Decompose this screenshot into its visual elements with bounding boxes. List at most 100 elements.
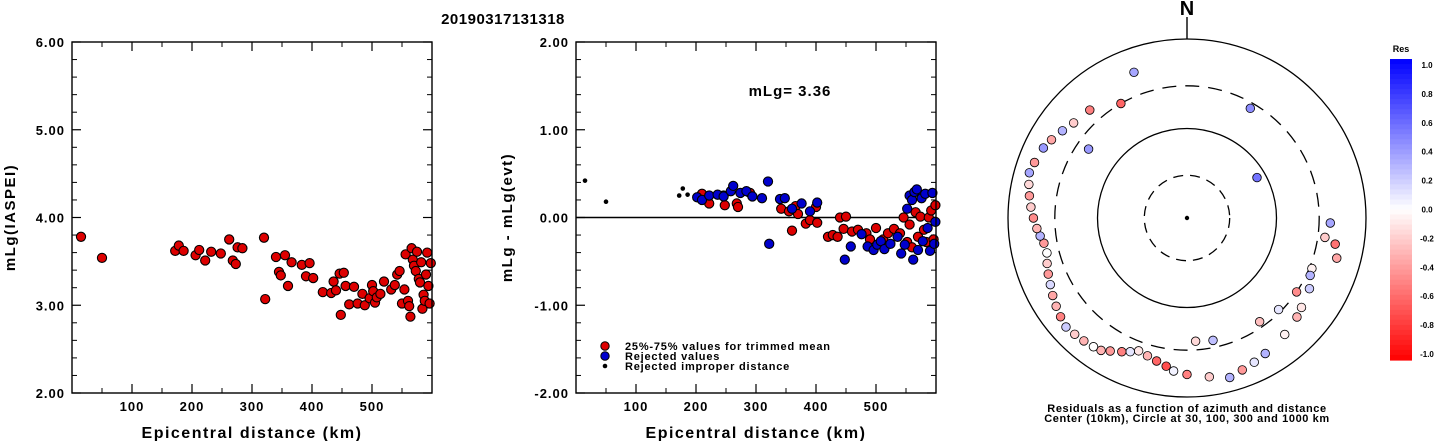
residual-point [1304,283,1315,294]
trimmed-point [425,257,436,269]
colorbar-segment [1390,119,1412,125]
trimmed-point [375,288,386,299]
colorbar-tick-label: 0.0 [1421,206,1433,215]
trimmed-point [915,211,926,222]
residual-point [1088,342,1099,352]
improper-point [685,192,690,197]
plot-frame [71,41,433,394]
rejected-point [804,206,816,217]
rejected-point [892,231,903,242]
y-tick-label: -2.00 [534,386,569,401]
colorbar-segment [1390,354,1412,361]
trimmed-point [870,222,882,234]
residual-point [1117,347,1127,357]
x-tick-label: 400 [804,399,829,414]
colorbar-segment [1390,199,1412,206]
improper-point [676,193,682,198]
colorbar-segment [1390,209,1412,216]
colorbar-segment [1390,214,1412,221]
trimmed-point [338,267,349,278]
rejected-point [902,203,913,214]
rejected-point [845,241,856,252]
north-label: N [1180,0,1194,20]
residual-point [1068,118,1079,128]
colorbar-segment [1390,264,1412,271]
colorbar-segment [1390,229,1412,236]
legend-swatch-improper [602,363,608,369]
y-tick-label: 3.00 [36,298,65,313]
rejected-point [929,238,940,249]
colorbar-segment [1390,74,1412,80]
residual-point [1320,232,1330,243]
trimmed-point [719,200,730,211]
residual-point [1070,329,1080,339]
trimmed-point [178,245,189,256]
y-tick-label: 4.00 [36,211,65,226]
colorbar-segment [1390,189,1412,196]
residual-point [1125,347,1135,357]
figure-title: 20190317131318 [441,11,565,28]
rejected-point [756,193,768,204]
colorbar-segment [1390,259,1412,266]
y-axis-label: mLg(IASPEI) [2,164,19,271]
trimmed-point [422,247,433,258]
trimmed-point [389,279,400,291]
residual-point [1237,365,1247,375]
trimmed-point [344,299,355,310]
colorbar-tick-label: -1.0 [1420,350,1434,359]
trimmed-point [424,298,435,309]
trimmed-point [96,252,108,264]
trimmed-point [898,212,909,223]
residual-point [1085,105,1095,115]
residual-point [1057,126,1068,136]
trimmed-point [206,246,217,257]
residual-point [1061,322,1071,332]
residual-point [1332,253,1342,263]
trimmed-point [348,281,360,292]
residual-point [1142,351,1153,361]
residual-point [1051,301,1061,311]
colorbar-segment [1390,84,1412,90]
rejected-point [764,238,775,249]
colorbar-segment [1390,279,1412,286]
trimmed-point [832,231,843,242]
colorbar-segment [1390,289,1412,296]
colorbar-segment [1390,59,1412,65]
colorbar-tick-label: 0.8 [1421,90,1433,99]
residual-point [1260,348,1270,359]
panel-2: -2.00 -1.00 0.00 1.00 2.00 100 200 300 400 500 Epi… [499,35,941,441]
trimmed-point [420,269,432,280]
trimmed-point [317,286,328,298]
colorbar-segment [1390,134,1412,140]
y-tick-label: -1.00 [534,298,569,313]
trimmed-point [282,280,294,292]
trimmed-point [840,211,852,222]
rejected-point [796,198,807,209]
colorbar-segment [1390,274,1412,281]
x-tick-label: 200 [180,399,205,414]
x-tick-label: 400 [300,399,325,414]
colorbar-segment [1390,154,1412,160]
colorbar-tick-label: 0.2 [1421,177,1433,186]
ring-100km [1096,127,1278,309]
rejected-point [704,190,715,201]
colorbar-tick-label: -0.6 [1420,292,1434,301]
residual-point [1330,239,1340,249]
residual-point [1045,279,1056,290]
residual-point [1042,248,1052,258]
colorbar-segment [1390,254,1412,261]
colorbar-segment [1390,249,1412,256]
residual-point [1083,144,1094,154]
colorbar-segment [1390,299,1412,306]
x-tick-label: 100 [624,399,649,414]
rejected-point [718,191,729,202]
colorbar-segment [1390,304,1412,311]
colorbar-tick-label: 0.6 [1421,119,1433,128]
trimmed-point [394,265,405,277]
trimmed-point [258,232,270,243]
trimmed-point [732,201,744,213]
trimmed-point [405,311,416,322]
trimmed-point [404,300,415,312]
y-tick-label: 0.00 [540,211,569,226]
residual-point [1105,346,1115,356]
